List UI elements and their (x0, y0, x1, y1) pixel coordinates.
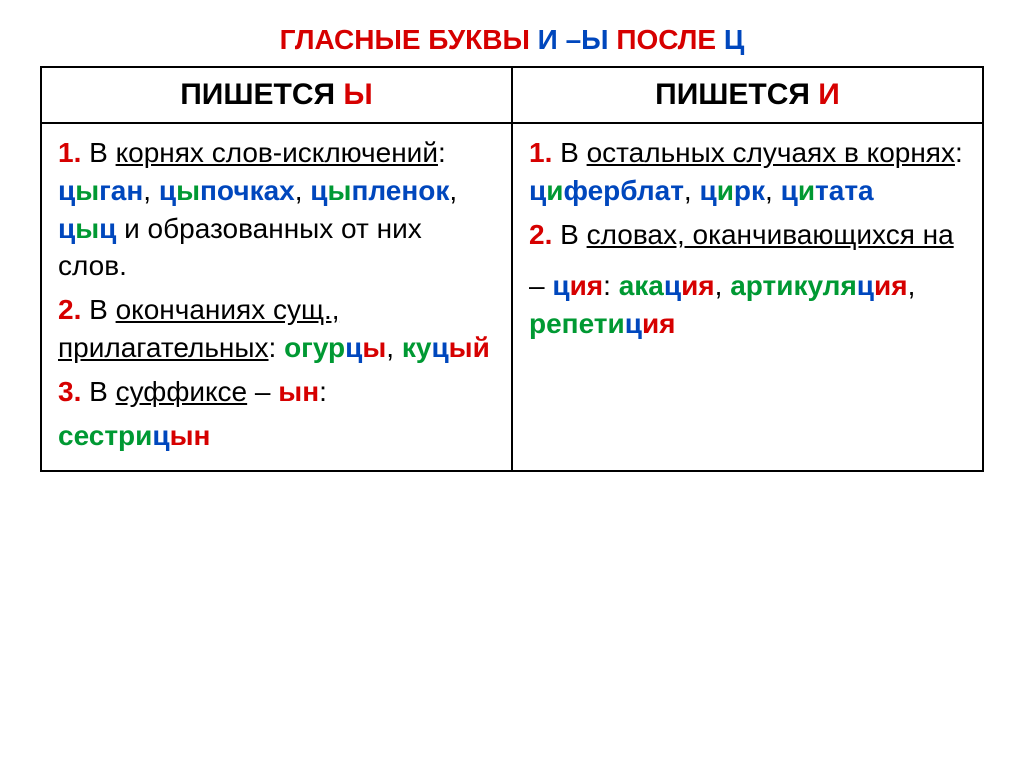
page-title: ГЛАСНЫЕ БУКВЫ И –Ы ПОСЛЕ Ц (40, 24, 984, 56)
rules-y-cell: 1. В корнях слов-исключений: цыган, цыпо… (41, 123, 512, 471)
rule-y-3-num: 3. (58, 376, 81, 407)
rule-y-2: 2. В окончаниях сущ., прилагательных: ог… (58, 291, 495, 367)
rule-y-1: 1. В корнях слов-исключений: цыган, цыпо… (58, 134, 495, 285)
title-part-2: И –Ы (538, 24, 609, 55)
rule-y-3: 3. В суффиксе – ын: (58, 373, 495, 411)
rule-y-1-num: 1. (58, 137, 81, 168)
col-header-i-let: И (818, 78, 840, 111)
col-header-i-pre: ПИШЕТСЯ (655, 78, 818, 111)
rule-y-3-ex: сестрицын (58, 417, 495, 455)
rules-table: ПИШЕТСЯ Ы ПИШЕТСЯ И 1. В корнях слов-иск… (40, 66, 984, 472)
rule-i-2-num: 2. (529, 219, 552, 250)
rule-i-2: 2. В словах, оканчивающихся на (529, 216, 966, 254)
title-part-1: ГЛАСНЫЕ БУКВЫ (280, 24, 538, 55)
rule-i-1-num: 1. (529, 137, 552, 168)
col-header-y-let: Ы (343, 78, 372, 111)
title-part-3: ПОСЛЕ (609, 24, 724, 55)
rules-i-cell: 1. В остальных случаях в корнях: цифербл… (512, 123, 983, 471)
title-part-4: Ц (724, 24, 744, 55)
rule-i-1: 1. В остальных случаях в корнях: цифербл… (529, 134, 966, 210)
rule-y-2-num: 2. (58, 294, 81, 325)
col-header-y: ПИШЕТСЯ Ы (41, 67, 512, 123)
col-header-i: ПИШЕТСЯ И (512, 67, 983, 123)
rule-i-2-suffix: – ция: акация, артикуляция, репетиция (529, 267, 966, 343)
col-header-y-pre: ПИШЕТСЯ (180, 78, 343, 111)
